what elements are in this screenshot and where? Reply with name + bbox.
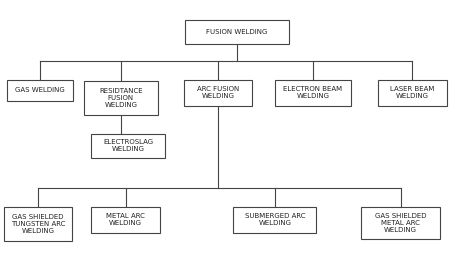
FancyBboxPatch shape [233,207,316,233]
Text: METAL ARC
WELDING: METAL ARC WELDING [106,213,145,227]
Text: FUSION WELDING: FUSION WELDING [206,29,268,35]
FancyBboxPatch shape [84,81,157,115]
FancyBboxPatch shape [7,80,73,101]
Text: RESIDTANCE
FUSION
WELDING: RESIDTANCE FUSION WELDING [99,88,143,108]
Text: GAS WELDING: GAS WELDING [16,87,65,93]
Text: ARC FUSION
WELDING: ARC FUSION WELDING [197,86,239,99]
Text: GAS SHIELDED
METAL ARC
WELDING: GAS SHIELDED METAL ARC WELDING [375,213,426,233]
FancyBboxPatch shape [185,20,289,44]
Text: ELECTROSLAG
WELDING: ELECTROSLAG WELDING [103,139,153,152]
FancyBboxPatch shape [184,80,252,106]
FancyBboxPatch shape [91,134,165,158]
FancyBboxPatch shape [91,207,160,233]
FancyBboxPatch shape [275,80,351,106]
FancyBboxPatch shape [361,207,439,238]
Text: GAS SHIELDED
TUNGSTEN ARC
WELDING: GAS SHIELDED TUNGSTEN ARC WELDING [11,214,65,234]
Text: ELECTRON BEAM
WELDING: ELECTRON BEAM WELDING [283,86,342,99]
Text: SUBMERGED ARC
WELDING: SUBMERGED ARC WELDING [245,213,305,227]
Text: LASER BEAM
WELDING: LASER BEAM WELDING [390,86,435,99]
FancyBboxPatch shape [378,80,447,106]
FancyBboxPatch shape [4,207,72,241]
